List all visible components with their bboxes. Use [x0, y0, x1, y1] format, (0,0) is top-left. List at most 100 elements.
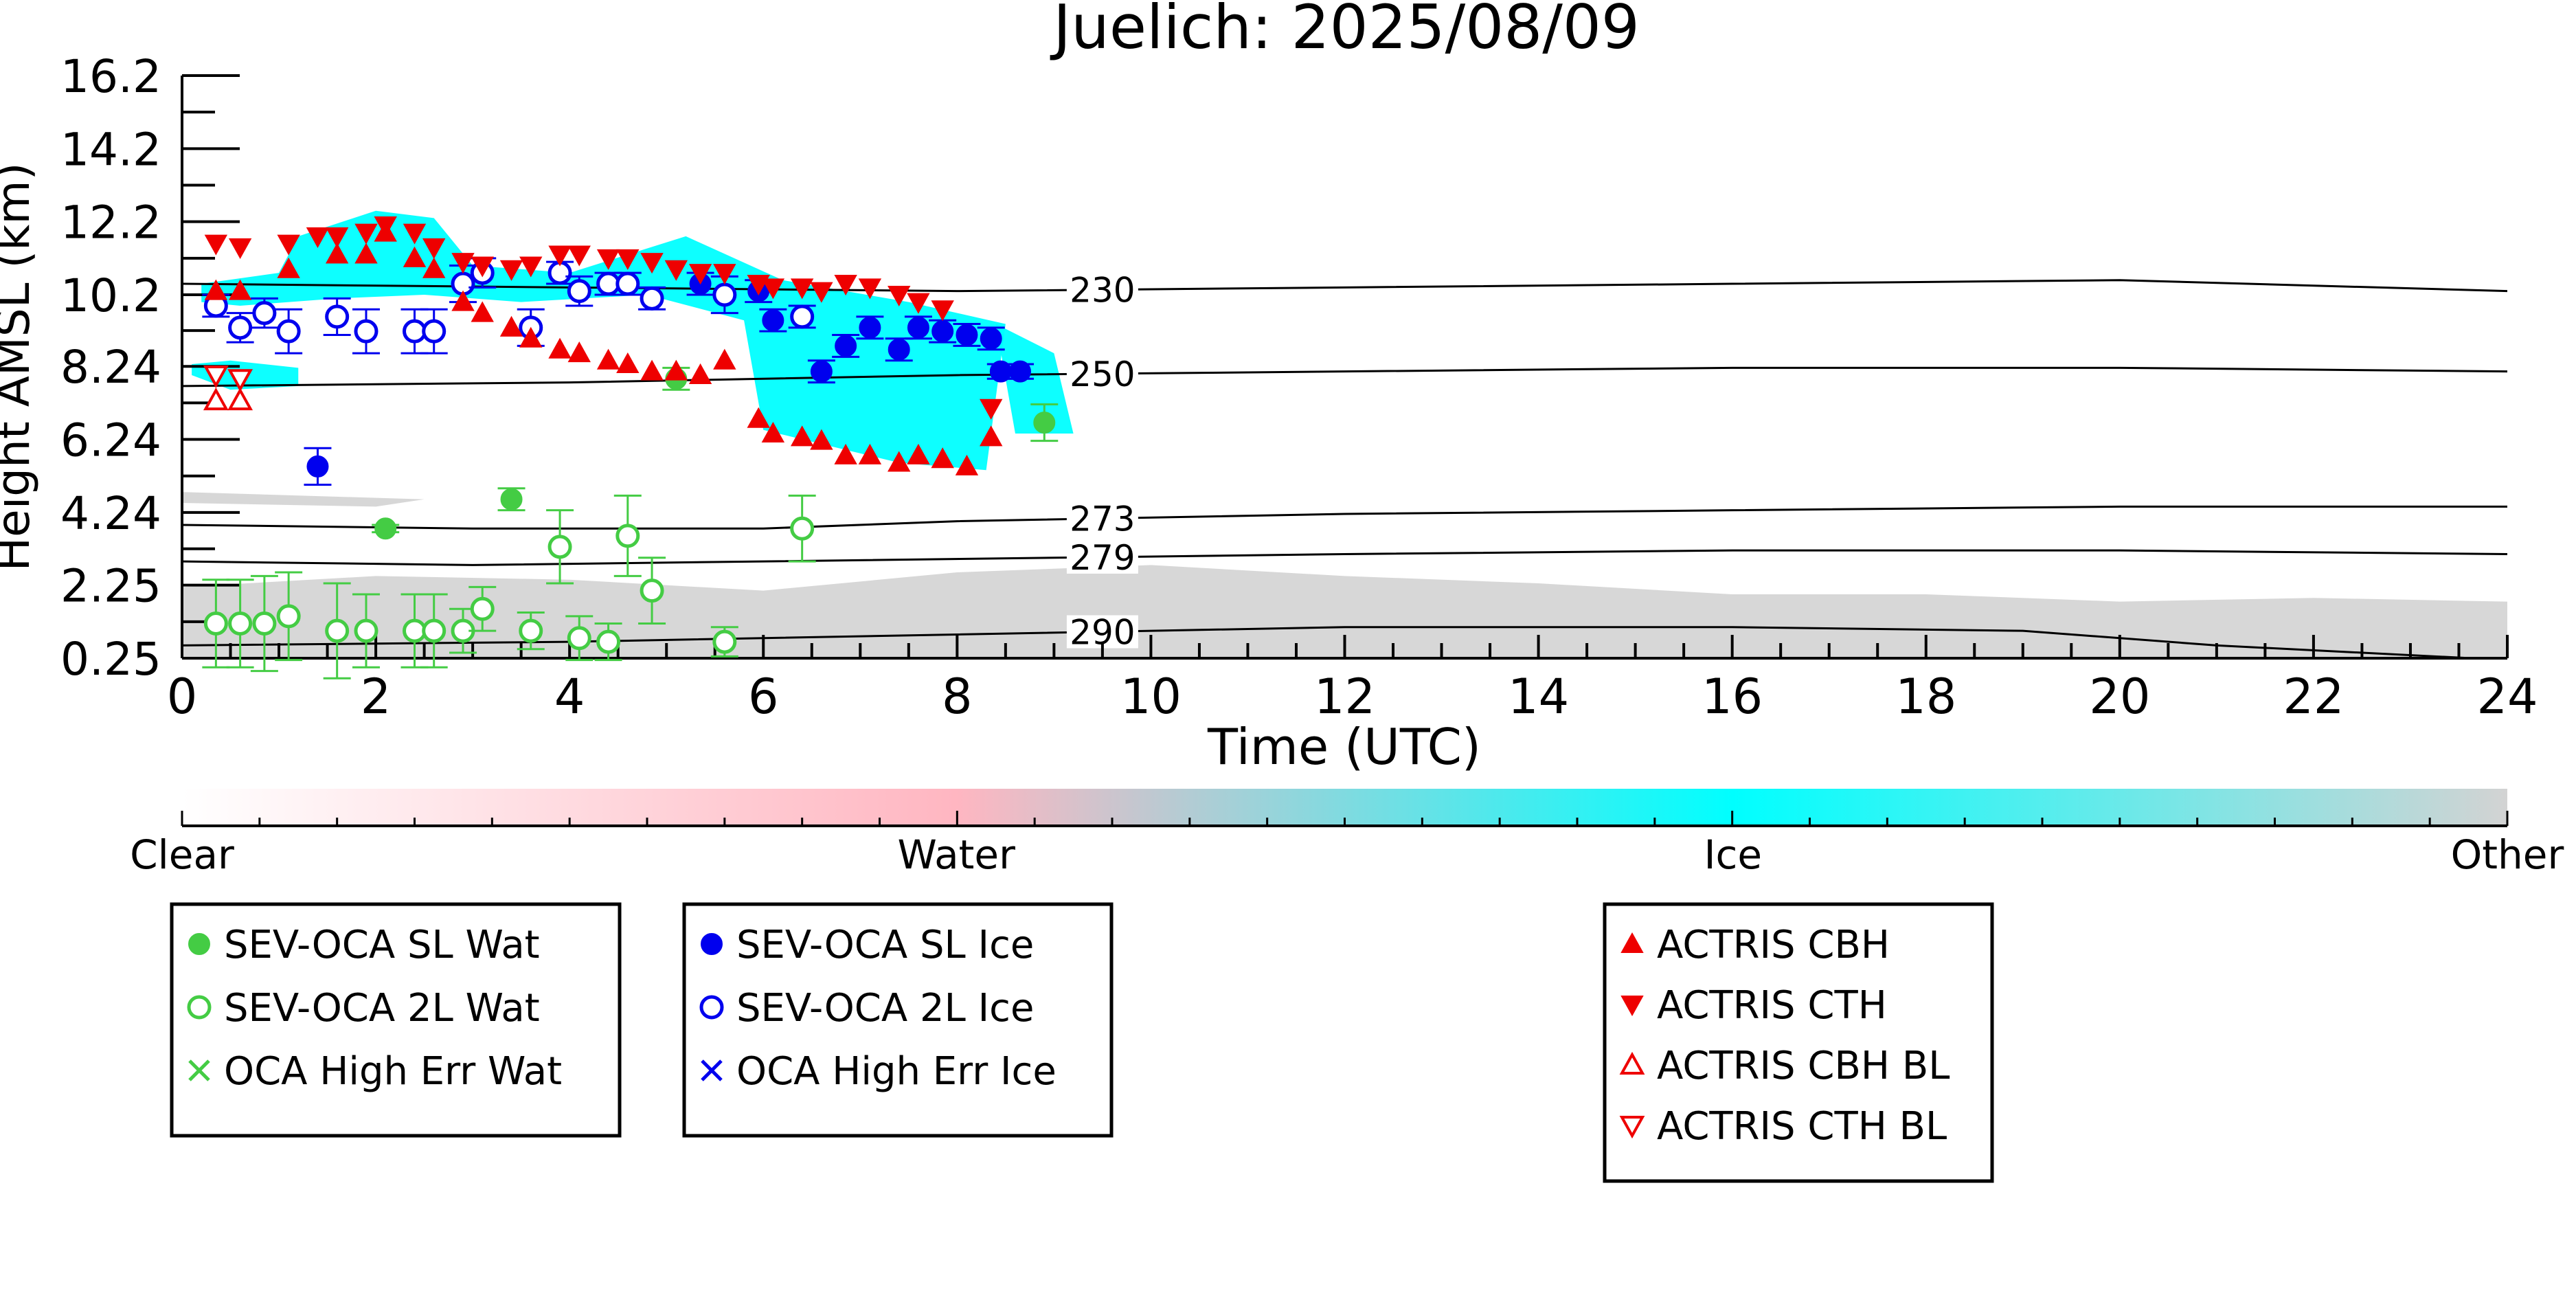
marker-sev-oca-2l-wat-11: [547, 535, 572, 559]
y-tick-label: 10.2: [60, 269, 161, 322]
marker-actris-cbh-23: [810, 429, 833, 450]
marker-actris-cbh-22: [790, 425, 814, 447]
marker-actris-cbh-13: [567, 341, 591, 363]
marker-actris-cbh-29: [955, 454, 979, 475]
marker-actris-cth-7: [403, 223, 427, 245]
marker-actris-cth-12: [519, 256, 543, 278]
colorbar-label-clear: Clear: [130, 831, 234, 878]
legend-symbol-sev-oca-2l-wat: [187, 995, 212, 1020]
contour-label-bg-273: [1066, 502, 1138, 535]
x-tick-label: 4: [554, 669, 585, 725]
marker-sev-oca-2l-ice-17: [790, 304, 815, 329]
marker-sev-oca-2l-wat-4: [325, 618, 350, 643]
contour-line-279: [182, 549, 2507, 566]
legend-symbol-actris-cbh: [1620, 932, 1644, 953]
legend-symbol-sev-oca-2l-ice: [699, 995, 724, 1020]
x-tick-label: 0: [167, 669, 198, 725]
marker-sev-oca-sl-wat-1: [500, 488, 523, 510]
marker-sev-oca-2l-wat-5: [354, 618, 379, 643]
x-tick-label: 14: [1508, 669, 1569, 725]
marker-sev-oca-2l-wat-0: [203, 611, 228, 636]
x-tick-label: 8: [942, 669, 973, 725]
marker-sev-oca-sl-ice-5: [835, 335, 857, 357]
contour-label-250: 250: [1070, 355, 1135, 394]
marker-actris-cth-11: [499, 260, 523, 281]
x-tick-label: 6: [748, 669, 779, 725]
marker-actris-cth-0: [204, 234, 228, 256]
marker-actris-cth-23: [790, 278, 814, 300]
marker-sev-oca-sl-ice-13: [1009, 360, 1032, 383]
marker-sev-oca-2l-wat-14: [615, 524, 640, 548]
marker-sev-oca-2l-ice-15: [640, 286, 664, 311]
marker-sev-oca-2l-wat-6: [403, 618, 427, 643]
contour-label-bg-230: [1066, 273, 1138, 306]
marker-actris-cbh-27: [907, 443, 930, 464]
marker-sev-oca-2l-ice-5: [354, 319, 379, 344]
marker-actris-cth-19: [688, 264, 712, 285]
contour-label-bg-250: [1066, 357, 1138, 390]
marker-actris-cbh-1: [228, 279, 252, 300]
legend-symbol-sev-oca-sl-ice: [701, 933, 723, 955]
marker-sev-oca-2l-wat-1: [228, 611, 253, 636]
marker-actris-cbh-10: [499, 315, 523, 337]
marker-actris-cbh-21: [761, 421, 785, 443]
marker-sev-oca-2l-ice-2: [252, 301, 277, 326]
legend-label-oca-high-err-wat: OCA High Err Wat: [224, 1049, 562, 1094]
marker-sev-oca-sl-ice-9: [931, 320, 954, 343]
marker-sev-oca-2l-ice-3: [276, 319, 301, 344]
marker-actris-cth-13: [548, 245, 572, 267]
marker-actris-cth-28: [907, 293, 930, 314]
marker-actris-cbh-26: [888, 451, 911, 472]
marker-sev-oca-2l-wat-10: [519, 618, 543, 643]
legend-symbol-oca-high-err-wat: [188, 1059, 210, 1081]
marker-actris-cbh-30: [979, 425, 1003, 447]
marker-actris-cbh-28: [931, 447, 954, 469]
marker-actris-cth-14: [567, 245, 591, 267]
marker-sev-oca-2l-wat-15: [640, 579, 664, 603]
marker-sev-oca-2l-wat-17: [790, 516, 815, 541]
contour-label-279: 279: [1070, 538, 1135, 578]
x-axis-label: Time (UTC): [1207, 718, 1481, 776]
legend-frame: [1603, 902, 1994, 1183]
marker-actris-cth-25: [834, 275, 857, 296]
marker-sev-oca-2l-ice-6: [403, 319, 427, 344]
region-other-4: [182, 492, 425, 507]
contour-label-bg-279: [1066, 540, 1138, 574]
series-actris-cth-bl: [203, 365, 253, 392]
marker-actris-cbh-0: [204, 279, 228, 300]
y-tick-label: 6.24: [60, 414, 161, 467]
colorbar-label-other: Other: [2451, 831, 2564, 878]
y-tick-label: 14.2: [60, 123, 161, 176]
legends: SEV-OCA SL Wat SEV-OCA 2L Wat OCA High Err…: [170, 902, 1994, 1183]
marker-actris-cth-20: [713, 264, 736, 285]
contour-line-290: [182, 626, 2492, 658]
marker-sev-oca-2l-wat-7: [422, 618, 447, 643]
x-tick-label: 2: [361, 669, 392, 725]
marker-actris-cth-18: [664, 260, 688, 281]
colorbar-label-water: Water: [897, 831, 1015, 878]
legend-symbol-sev-oca-sl-wat: [188, 933, 210, 955]
colorbar-label-ice: Ice: [1704, 831, 1762, 878]
marker-actris-cbh-3: [325, 243, 349, 264]
y-axis-label: Height AMSL (km): [0, 163, 40, 572]
marker-actris-cth-5: [354, 223, 378, 245]
legend-label-actris-cth-bl: ACTRIS CTH BL: [1657, 1104, 1947, 1149]
marker-sev-oca-sl-ice-3: [762, 309, 784, 332]
marker-actris-cbh-11: [519, 326, 543, 348]
legend-box-1: SEV-OCA SL Wat SEV-OCA 2L Wat OCA High Err…: [170, 902, 622, 1138]
contour-label-bg-290: [1066, 615, 1138, 649]
marker-actris-cbh-9: [471, 301, 494, 322]
legend-label-actris-cth: ACTRIS CTH: [1657, 983, 1887, 1028]
x-tick-label: 24: [2476, 669, 2538, 725]
marker-sev-oca-2l-wat-12: [567, 626, 591, 651]
marker-actris-cbh-24: [834, 443, 857, 464]
x-tick-label: 10: [1120, 669, 1182, 725]
marker-sev-oca-sl-ice-7: [888, 338, 910, 361]
y-tick-label: 2.25: [60, 560, 161, 613]
y-tick-label: 12.2: [60, 197, 161, 249]
contour-line-273: [182, 505, 2507, 530]
series-actris-cbh-bl: [203, 388, 253, 411]
